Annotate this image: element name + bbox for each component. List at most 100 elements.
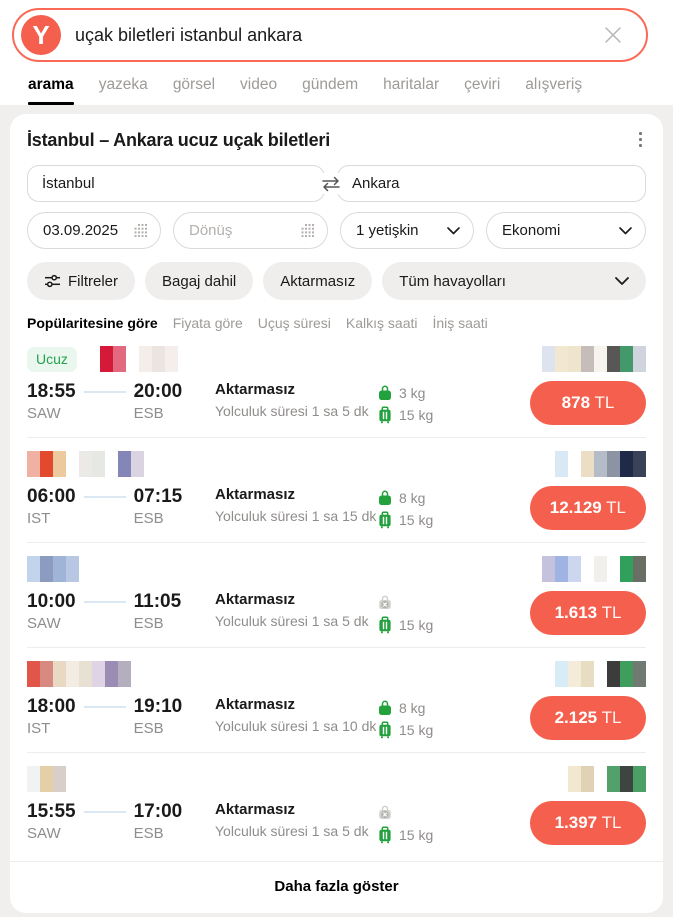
baggage-included-chip[interactable]: Bagaj dahil bbox=[145, 262, 254, 300]
sort-departure[interactable]: Kalkış saati bbox=[345, 315, 418, 331]
nonstop-label: Aktarmasız bbox=[280, 272, 356, 290]
transfer-label: Aktarmasız bbox=[215, 381, 296, 398]
cabin-bag-weight: 8 kg bbox=[399, 700, 426, 716]
arrival-time: 19:10 bbox=[133, 696, 183, 717]
cabin-class-select[interactable]: Ekonomi bbox=[486, 212, 646, 249]
flight-result-item[interactable]: 06:00 IST 07:15 ESB Aktarmasız Yolculuk … bbox=[27, 437, 646, 542]
handbag-icon bbox=[377, 490, 393, 507]
filters-button[interactable]: Filtreler bbox=[27, 262, 136, 300]
price-button[interactable]: 878 TL bbox=[530, 381, 646, 425]
flight-times: 15:55 SAW 17:00 ESB bbox=[27, 800, 215, 844]
checked-bag-weight: 15 kg bbox=[399, 617, 434, 633]
flight-result-item[interactable]: 10:00 SAW 11:05 ESB Aktarmasız Yolculuk … bbox=[27, 542, 646, 647]
price-value: 12.129 bbox=[549, 498, 602, 517]
tab-yazeka[interactable]: yazeka bbox=[98, 76, 148, 93]
price-currency: TL bbox=[601, 813, 622, 832]
duration-label: Yolculuk süresi 1 sa 15 dk bbox=[215, 508, 377, 524]
sort-options: Popülaritesine göre Fiyata göre Uçuş sür… bbox=[27, 315, 646, 331]
route-line bbox=[83, 391, 126, 393]
yandex-logo[interactable]: Y bbox=[21, 15, 61, 55]
arrival-time: 20:00 bbox=[133, 381, 183, 402]
airlines-dropdown[interactable]: Tüm havayolları bbox=[382, 262, 646, 300]
passengers-select[interactable]: 1 yetişkin bbox=[340, 212, 474, 249]
origin-input[interactable] bbox=[27, 165, 325, 202]
cabin-bag-weight: 3 kg bbox=[399, 385, 426, 401]
suitcase-icon bbox=[377, 406, 393, 424]
suitcase-icon bbox=[377, 616, 393, 634]
airline-logo-blurred bbox=[87, 346, 178, 372]
sort-price[interactable]: Fiyata göre bbox=[172, 315, 243, 331]
arrival-time: 07:15 bbox=[133, 486, 183, 507]
depart-date-field[interactable] bbox=[27, 212, 161, 249]
airline-logo-blurred bbox=[542, 556, 646, 582]
search-bar[interactable]: Y bbox=[12, 8, 648, 62]
tab-gundem[interactable]: gündem bbox=[302, 76, 359, 93]
return-date-field[interactable] bbox=[173, 212, 328, 249]
tab-video[interactable]: video bbox=[240, 76, 278, 93]
cabin-class-value: Ekonomi bbox=[502, 222, 561, 239]
checked-bag-weight: 15 kg bbox=[399, 407, 434, 423]
arrival-time: 17:00 bbox=[133, 801, 183, 822]
price-button[interactable]: 1.613 TL bbox=[530, 591, 646, 635]
chevron-down-icon bbox=[615, 276, 629, 286]
price-button[interactable]: 2.125 TL bbox=[530, 696, 646, 740]
checked-bag-weight: 15 kg bbox=[399, 827, 434, 843]
flight-result-item[interactable]: 15:55 SAW 17:00 ESB Aktarmasız Yolculuk … bbox=[27, 752, 646, 857]
filters-icon bbox=[44, 273, 60, 289]
airline-logo-blurred bbox=[27, 661, 131, 687]
flight-result-item[interactable]: Ucuz 18:55 SAW 20:00 ESB Aktarmasız Yolc… bbox=[27, 333, 646, 437]
calendar-icon bbox=[300, 224, 314, 237]
flight-result-item[interactable]: 18:00 IST 19:10 ESB Aktarmasız Yolculuk … bbox=[27, 647, 646, 752]
price-button[interactable]: 1.397 TL bbox=[530, 801, 646, 845]
destination-input[interactable] bbox=[337, 165, 646, 202]
sort-popularity[interactable]: Popülaritesine göre bbox=[27, 315, 158, 331]
tab-ceviri[interactable]: çeviri bbox=[464, 76, 501, 93]
price-button[interactable]: 12.129 TL bbox=[529, 486, 646, 530]
price-value: 1.613 bbox=[554, 603, 598, 622]
swap-cities-button[interactable] bbox=[320, 173, 342, 194]
departure-time: 18:55 bbox=[27, 381, 76, 402]
clear-search-button[interactable] bbox=[598, 20, 628, 50]
arrival-time: 11:05 bbox=[133, 591, 182, 612]
airlines-label: Tüm havayolları bbox=[399, 272, 506, 290]
close-icon bbox=[602, 24, 624, 46]
price-currency: TL bbox=[606, 498, 626, 517]
airline-logo-blurred bbox=[27, 451, 144, 477]
swap-icon bbox=[321, 176, 341, 192]
route-line bbox=[83, 706, 126, 708]
calendar-icon bbox=[133, 224, 147, 237]
price-value: 2.125 bbox=[554, 708, 598, 727]
departure-time: 10:00 bbox=[27, 591, 76, 612]
sort-arrival[interactable]: İniş saati bbox=[432, 315, 488, 331]
transfer-label: Aktarmasız bbox=[215, 696, 296, 713]
departure-airport-code: IST bbox=[27, 510, 51, 527]
kebab-menu-button[interactable] bbox=[635, 130, 646, 149]
search-input[interactable] bbox=[75, 24, 598, 46]
airline-logo-blurred bbox=[542, 346, 646, 372]
tab-alisveris[interactable]: alışveriş bbox=[525, 76, 583, 93]
price-currency: TL bbox=[594, 393, 615, 412]
tab-arama[interactable]: arama bbox=[28, 76, 74, 105]
nonstop-chip[interactable]: Aktarmasız bbox=[263, 262, 373, 300]
departure-airport-code: SAW bbox=[27, 825, 61, 842]
cheap-badge: Ucuz bbox=[27, 346, 77, 372]
sort-duration[interactable]: Uçuş süresi bbox=[257, 315, 331, 331]
search-tabs: arama yazeka görsel video gündem harital… bbox=[12, 62, 648, 105]
arrival-airport-code: ESB bbox=[133, 615, 164, 632]
depart-date-input[interactable] bbox=[43, 222, 125, 239]
route-line bbox=[83, 496, 126, 498]
departure-time: 15:55 bbox=[27, 801, 76, 822]
return-date-input[interactable] bbox=[189, 222, 292, 239]
flight-times: 10:00 SAW 11:05 ESB bbox=[27, 590, 215, 634]
flight-times: 18:55 SAW 20:00 ESB bbox=[27, 380, 215, 424]
show-more-button[interactable]: Daha fazla göster bbox=[10, 862, 663, 913]
price-value: 1.397 bbox=[554, 813, 598, 832]
transfer-label: Aktarmasız bbox=[215, 486, 296, 503]
no-bag-icon bbox=[377, 595, 393, 612]
flight-times: 18:00 IST 19:10 ESB bbox=[27, 695, 215, 739]
tab-haritalar[interactable]: haritalar bbox=[383, 76, 440, 93]
tab-gorsel[interactable]: görsel bbox=[172, 76, 216, 93]
flight-list: Ucuz 18:55 SAW 20:00 ESB Aktarmasız Yolc… bbox=[27, 333, 646, 857]
route-line bbox=[83, 811, 126, 813]
price-currency: TL bbox=[601, 708, 622, 727]
